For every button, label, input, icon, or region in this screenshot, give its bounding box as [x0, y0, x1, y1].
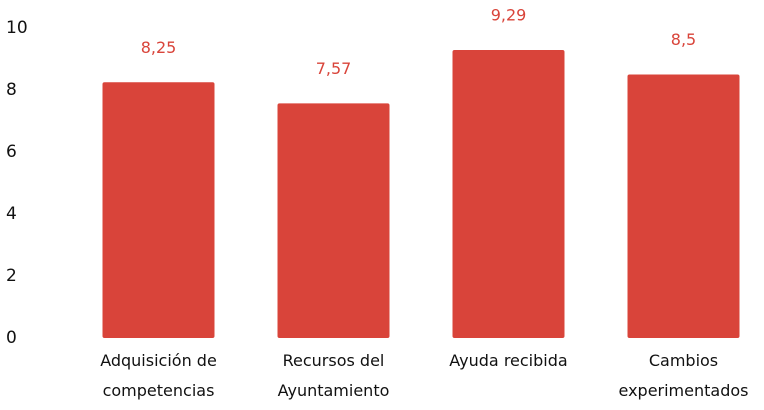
bar: [102, 82, 215, 338]
x-tick-label: Recursos del Ayuntamiento: [277, 351, 390, 400]
bar: [277, 103, 390, 338]
y-tick-label: 8: [6, 80, 17, 100]
value-label: 7,57: [316, 59, 352, 78]
y-tick-label: 6: [6, 142, 17, 162]
x-tick-label: Ayuda recibida: [449, 351, 568, 370]
y-tick-label: 10: [6, 18, 28, 38]
y-tick-label: 0: [6, 328, 17, 348]
x-tick-label: Adquisición de competencias: [100, 351, 217, 400]
value-label: 8,25: [141, 38, 177, 57]
y-tick-label: 2: [6, 266, 17, 286]
value-label: 8,5: [671, 30, 696, 49]
value-label: 9,29: [491, 6, 527, 25]
x-tick-label: Cambios experimentados: [618, 351, 749, 400]
y-tick-label: 4: [6, 204, 17, 224]
bar: [452, 50, 565, 338]
bar: [627, 74, 740, 338]
